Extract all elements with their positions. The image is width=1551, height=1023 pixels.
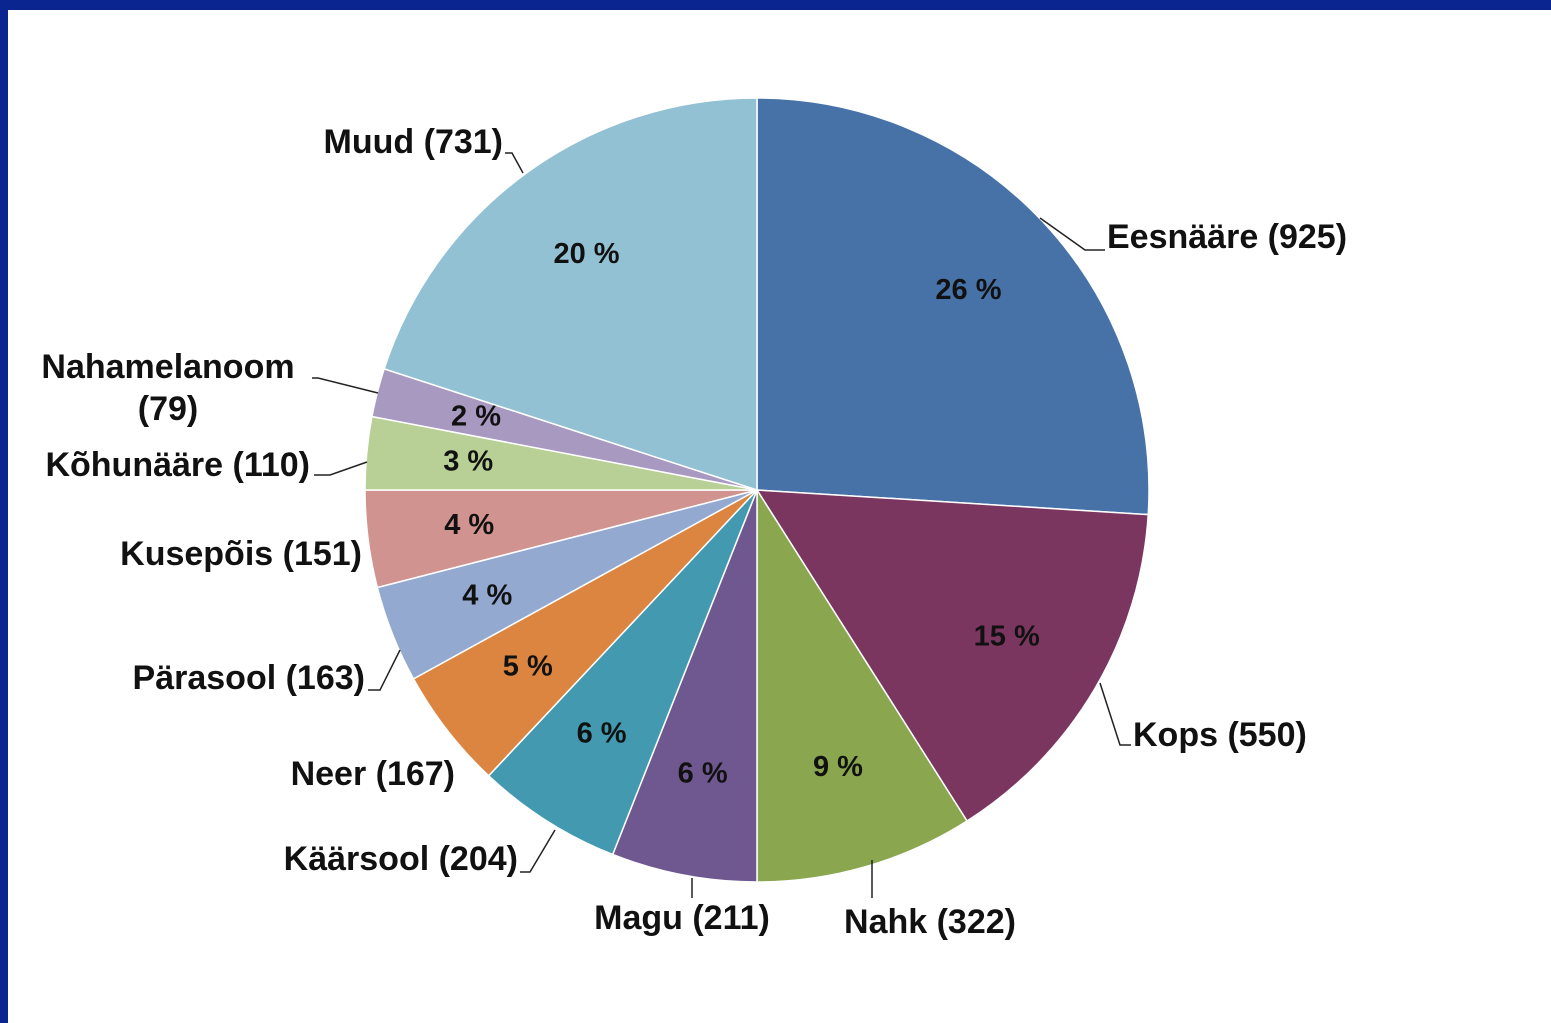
- pie-slice: [611, 489, 758, 883]
- percent-label: 3 %: [443, 445, 493, 477]
- leader-line: [1039, 217, 1105, 251]
- category-label: Nahk (322): [844, 903, 1016, 941]
- percent-label: 2 %: [451, 401, 501, 433]
- category-label: Nahamelanoom (79): [41, 348, 295, 428]
- pie-slice: [755, 489, 1150, 823]
- percent-label: 15 %: [974, 620, 1040, 652]
- category-label: Eesnääre (925): [1107, 218, 1348, 256]
- percent-label: 4 %: [462, 579, 512, 611]
- leader-line: [312, 377, 379, 394]
- category-label: Pärasool (163): [132, 659, 365, 697]
- pie-slice: [383, 97, 758, 492]
- percent-label: 5 %: [503, 650, 553, 682]
- category-label: Kops (550): [1133, 716, 1307, 754]
- leader-line: [1099, 682, 1131, 746]
- percent-label: 4 %: [444, 509, 494, 541]
- category-label: Muud (731): [323, 123, 503, 161]
- pie-slice: [487, 489, 758, 856]
- leader-line: [314, 461, 368, 476]
- category-label: Kõhunääre (110): [45, 446, 310, 484]
- category-label: Magu (211): [594, 899, 770, 937]
- percent-label: 20 %: [553, 238, 619, 270]
- percent-label: 26 %: [935, 274, 1001, 306]
- leader-line: [505, 152, 524, 174]
- category-label: Kusepõis (151): [120, 535, 362, 573]
- pie-slice: [756, 97, 1150, 516]
- percent-label: 6 %: [577, 718, 627, 750]
- category-label: Käärsool (204): [283, 840, 518, 878]
- leader-line: [368, 649, 401, 691]
- pie-slice: [756, 487, 969, 883]
- percent-label: 6 %: [678, 758, 728, 790]
- percent-label: 9 %: [813, 751, 863, 783]
- category-label: Neer (167): [290, 755, 455, 793]
- leader-line: [520, 829, 556, 873]
